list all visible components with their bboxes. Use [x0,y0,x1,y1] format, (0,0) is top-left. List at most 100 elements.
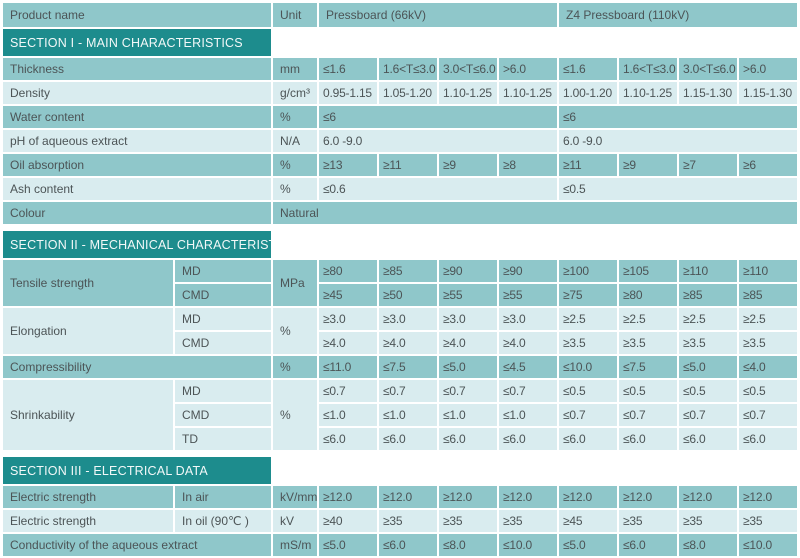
value-cell-group2: 6.0 -9.0 [559,130,798,152]
value-cell: ≤1.0 [499,404,558,426]
value-cell: ≥3.5 [739,332,798,354]
unit-cell: mm [273,58,317,80]
value-cell: ≤4.5 [499,356,558,378]
value-cell: ≤6.0 [559,428,618,450]
unit-cell: % [273,308,317,354]
value-cell: 1.10-1.25 [499,82,558,104]
sub-label-in-air: In air [175,486,271,508]
value-cell: ≤1.0 [379,404,437,426]
value-cell: ≥11 [559,154,618,176]
row-label: Density [3,82,271,104]
row-compressibility: Compressibility % ≤11.0 ≤7.5 ≤5.0 ≤4.5 ≤… [3,356,798,378]
row-shrinkability-cmd: CMD ≤1.0 ≤1.0 ≤1.0 ≤1.0 ≤0.7 ≤0.7 ≤0.7 ≤… [3,404,798,426]
value-cell: ≥7 [679,154,738,176]
value-cell: 1.15-1.30 [679,82,738,104]
row-thickness: Thickness mm ≤1.6 1.6<T≤3.0 3.0<T≤6.0 >6… [3,58,798,80]
row-electric-strength-air: Electric strength In air kV/mm ≥12.0 ≥12… [3,486,798,508]
spacer-row [3,452,798,455]
value-cell: ≥11 [379,154,437,176]
row-ph: pH of aqueous extract N/A 6.0 -9.0 6.0 -… [3,130,798,152]
value-cell: ≤6.0 [379,428,437,450]
value-cell: ≥40 [319,510,377,532]
value-cell: ≥110 [739,260,798,282]
value-cell: ≤5.0 [439,356,497,378]
value-cell: ≤6.0 [619,534,678,556]
row-label: Shrinkability [3,380,173,450]
sub-label-cmd: CMD [175,404,271,426]
value-cell: ≤0.5 [619,380,678,402]
value-cell: ≤5.0 [679,356,738,378]
value-cell: ≥3.5 [619,332,678,354]
value-cell: ≥12.0 [319,486,377,508]
unit-cell: MPa [273,260,317,306]
section-bar-filler [273,457,798,484]
value-cell: ≥80 [619,284,678,306]
value-cell: ≥35 [739,510,798,532]
value-cell: ≥2.5 [559,308,618,330]
value-cell: ≤6.0 [739,428,798,450]
value-cell: ≥85 [739,284,798,306]
value-cell: Natural [273,202,798,224]
row-label: Colour [3,202,271,224]
value-cell: 1.05-1.20 [379,82,437,104]
unit-cell: % [273,356,317,378]
value-cell: ≥90 [439,260,497,282]
value-cell: ≥2.5 [619,308,678,330]
value-cell: ≤0.7 [379,380,437,402]
row-label: Conductivity of the aqueous extract [3,534,271,556]
value-cell: ≤10.0 [559,356,618,378]
header-group-pressboard-66kv: Pressboard (66kV) [319,3,558,27]
value-cell: 1.10-1.25 [439,82,497,104]
value-cell: ≥12.0 [379,486,437,508]
value-cell: ≤7.5 [619,356,678,378]
row-label: Electric strength [3,510,173,532]
value-cell-group2: ≤0.5 [559,178,798,200]
row-label: Water content [3,106,271,128]
value-cell: ≤0.7 [679,404,738,426]
value-cell: ≤0.7 [559,404,618,426]
value-cell: ≥3.5 [559,332,618,354]
value-cell: ≥13 [319,154,377,176]
value-cell: ≥80 [319,260,377,282]
row-label: pH of aqueous extract [3,130,271,152]
sub-label-md: MD [175,380,271,402]
value-cell: 1.6<T≤3.0 [619,58,678,80]
value-cell: ≥3.0 [499,308,558,330]
value-cell: ≤5.0 [319,534,377,556]
row-shrinkability-md: Shrinkability MD % ≤0.7 ≤0.7 ≤0.7 ≤0.7 ≤… [3,380,798,450]
unit-cell: % [273,154,317,176]
value-cell: ≤6.0 [379,534,437,556]
value-cell: ≥35 [379,510,437,532]
row-label: Elongation [3,308,173,354]
row-label: Ash content [3,178,271,200]
row-label: Electric strength [3,486,173,508]
row-elongation-md: Elongation MD % ≥3.0 ≥3.0 ≥3.0 ≥3.0 ≥2.5… [3,308,798,354]
sub-label-td: TD [175,428,271,450]
value-cell: ≤6.0 [679,428,738,450]
unit-cell: % [273,178,317,200]
section-1-bar-row: SECTION I - MAIN CHARACTERISTICS [3,29,798,56]
value-cell: ≥12.0 [499,486,558,508]
unit-cell: kV/mm [273,486,317,508]
value-cell: ≥3.0 [439,308,497,330]
value-cell-group2: ≤6 [559,106,798,128]
value-cell: ≥9 [619,154,678,176]
row-tensile-md: Tensile strength MD MPa ≥80 ≥85 ≥90 ≥90 … [3,260,798,306]
value-cell: >6.0 [499,58,558,80]
value-cell: ≤0.7 [319,380,377,402]
section-1-title: SECTION I - MAIN CHARACTERISTICS [3,29,271,56]
value-cell: ≥12.0 [739,486,798,508]
value-cell: ≥55 [439,284,497,306]
value-cell: ≥35 [439,510,497,532]
section-3-title: SECTION III - ELECTRICAL DATA [3,457,271,484]
value-cell: ≤0.7 [619,404,678,426]
value-cell: ≥35 [499,510,558,532]
value-cell: ≤10.0 [499,534,558,556]
section-bar-filler [273,29,798,56]
header-product-name: Product name [3,3,271,27]
value-cell: ≥35 [679,510,738,532]
value-cell: ≤0.5 [559,380,618,402]
spacer-row [3,226,798,229]
value-cell: 1.6<T≤3.0 [379,58,437,80]
row-oil-absorption: Oil absorption % ≥13 ≥11 ≥9 ≥8 ≥11 ≥9 ≥7… [3,154,798,176]
